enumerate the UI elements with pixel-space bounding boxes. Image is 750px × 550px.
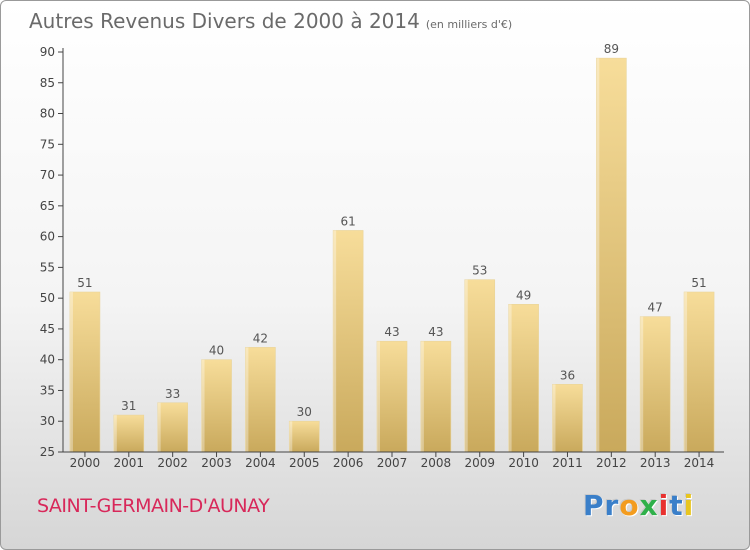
chart-title-text: Autres Revenus Divers de 2000 à 2014 [29,9,420,33]
bar-highlight-2011 [552,384,556,452]
bar-2011 [552,384,583,453]
x-tick-label-2006: 2006 [333,456,364,470]
bar-2001 [113,414,145,453]
logo-letter: i [658,489,670,522]
data-label-2002: 33 [165,387,180,401]
bar-2012 [596,57,627,453]
x-tick-label-2008: 2008 [421,456,452,470]
y-tick-label-70: 70 [40,168,55,182]
y-tick-label-25: 25 [40,445,55,459]
bar-2006 [332,230,364,453]
x-tick-label-2012: 2012 [596,456,627,470]
data-label-2007: 43 [384,325,399,339]
bar-highlight-2000 [69,292,73,452]
bar-highlight-2013 [640,316,644,452]
data-label-2008: 43 [428,325,443,339]
chart-unit: (en milliers d'€) [425,18,513,31]
bar-highlight-2003 [201,359,205,452]
bar-2002 [157,402,188,453]
x-tick-label-2000: 2000 [70,456,101,470]
bar-2014 [683,291,715,453]
bar-highlight-2001 [113,415,117,452]
bar-highlight-2012 [596,58,600,453]
y-tick-label-40: 40 [40,353,55,367]
data-label-2000: 51 [77,276,92,290]
y-tick-label-85: 85 [40,76,55,90]
y-tick-label-80: 80 [40,107,55,121]
y-tick-label-30: 30 [40,414,55,428]
x-tick-label-2001: 2001 [114,456,145,470]
bar-highlight-2009 [464,279,468,452]
data-label-2003: 40 [209,344,224,358]
bar-highlight-2006 [333,230,337,452]
bar-2013 [639,316,671,453]
bar-2003 [201,359,232,453]
bar-2000 [69,291,101,453]
bar-highlight-2002 [157,402,161,452]
x-tick-label-2014: 2014 [684,456,715,470]
data-label-2005: 30 [297,405,312,419]
x-tick-label-2010: 2010 [508,456,539,470]
y-tick-label-35: 35 [40,383,55,397]
data-label-2011: 36 [560,368,575,382]
y-tick-label-45: 45 [40,322,55,336]
data-label-2012: 89 [604,42,619,56]
logo-letter: x [639,489,659,522]
bar-2004 [245,347,276,453]
y-tick-label-90: 90 [40,45,55,59]
x-tick-label-2011: 2011 [552,456,583,470]
bar-highlight-2014 [684,292,688,452]
bar-2010 [508,304,539,453]
bar-2005 [288,420,320,453]
y-tick-label-75: 75 [40,137,55,151]
chart-title: Autres Revenus Divers de 2000 à 2014 (en … [29,9,512,33]
x-tick-label-2013: 2013 [640,456,671,470]
bar-2007 [376,340,408,453]
y-tick-label-55: 55 [40,260,55,274]
bar-highlight-2007 [377,341,380,452]
data-label-2009: 53 [472,264,487,278]
bar-2008 [420,340,452,453]
bar-highlight-2008 [420,341,424,452]
x-tick-label-2003: 2003 [201,456,232,470]
data-label-2014: 51 [691,276,706,290]
logo-letter: t [669,489,684,522]
data-label-2004: 42 [253,331,268,345]
x-tick-label-2005: 2005 [289,456,320,470]
y-tick-label-65: 65 [40,199,55,213]
x-tick-label-2009: 2009 [464,456,495,470]
data-label-2010: 49 [516,288,531,302]
logo-letter: P [583,489,605,522]
x-tick-label-2002: 2002 [157,456,188,470]
logo-letter: o [619,489,640,522]
location-name: SAINT-GERMAIN-D'AUNAY [37,495,270,517]
bar-highlight-2005 [289,421,293,452]
data-label-2006: 61 [340,214,355,228]
y-tick-label-60: 60 [40,230,55,244]
bar-2009 [464,279,496,453]
logo-letter: r [604,489,620,522]
data-label-2001: 31 [121,399,136,413]
data-label-2013: 47 [648,301,663,315]
proxiti-logo: Proxiti [583,489,694,522]
x-tick-label-2007: 2007 [377,456,408,470]
y-tick-label-50: 50 [40,291,55,305]
logo-letter: i [683,489,695,522]
bar-highlight-2010 [508,304,512,452]
bar-highlight-2004 [245,347,249,452]
x-tick-label-2004: 2004 [245,456,276,470]
